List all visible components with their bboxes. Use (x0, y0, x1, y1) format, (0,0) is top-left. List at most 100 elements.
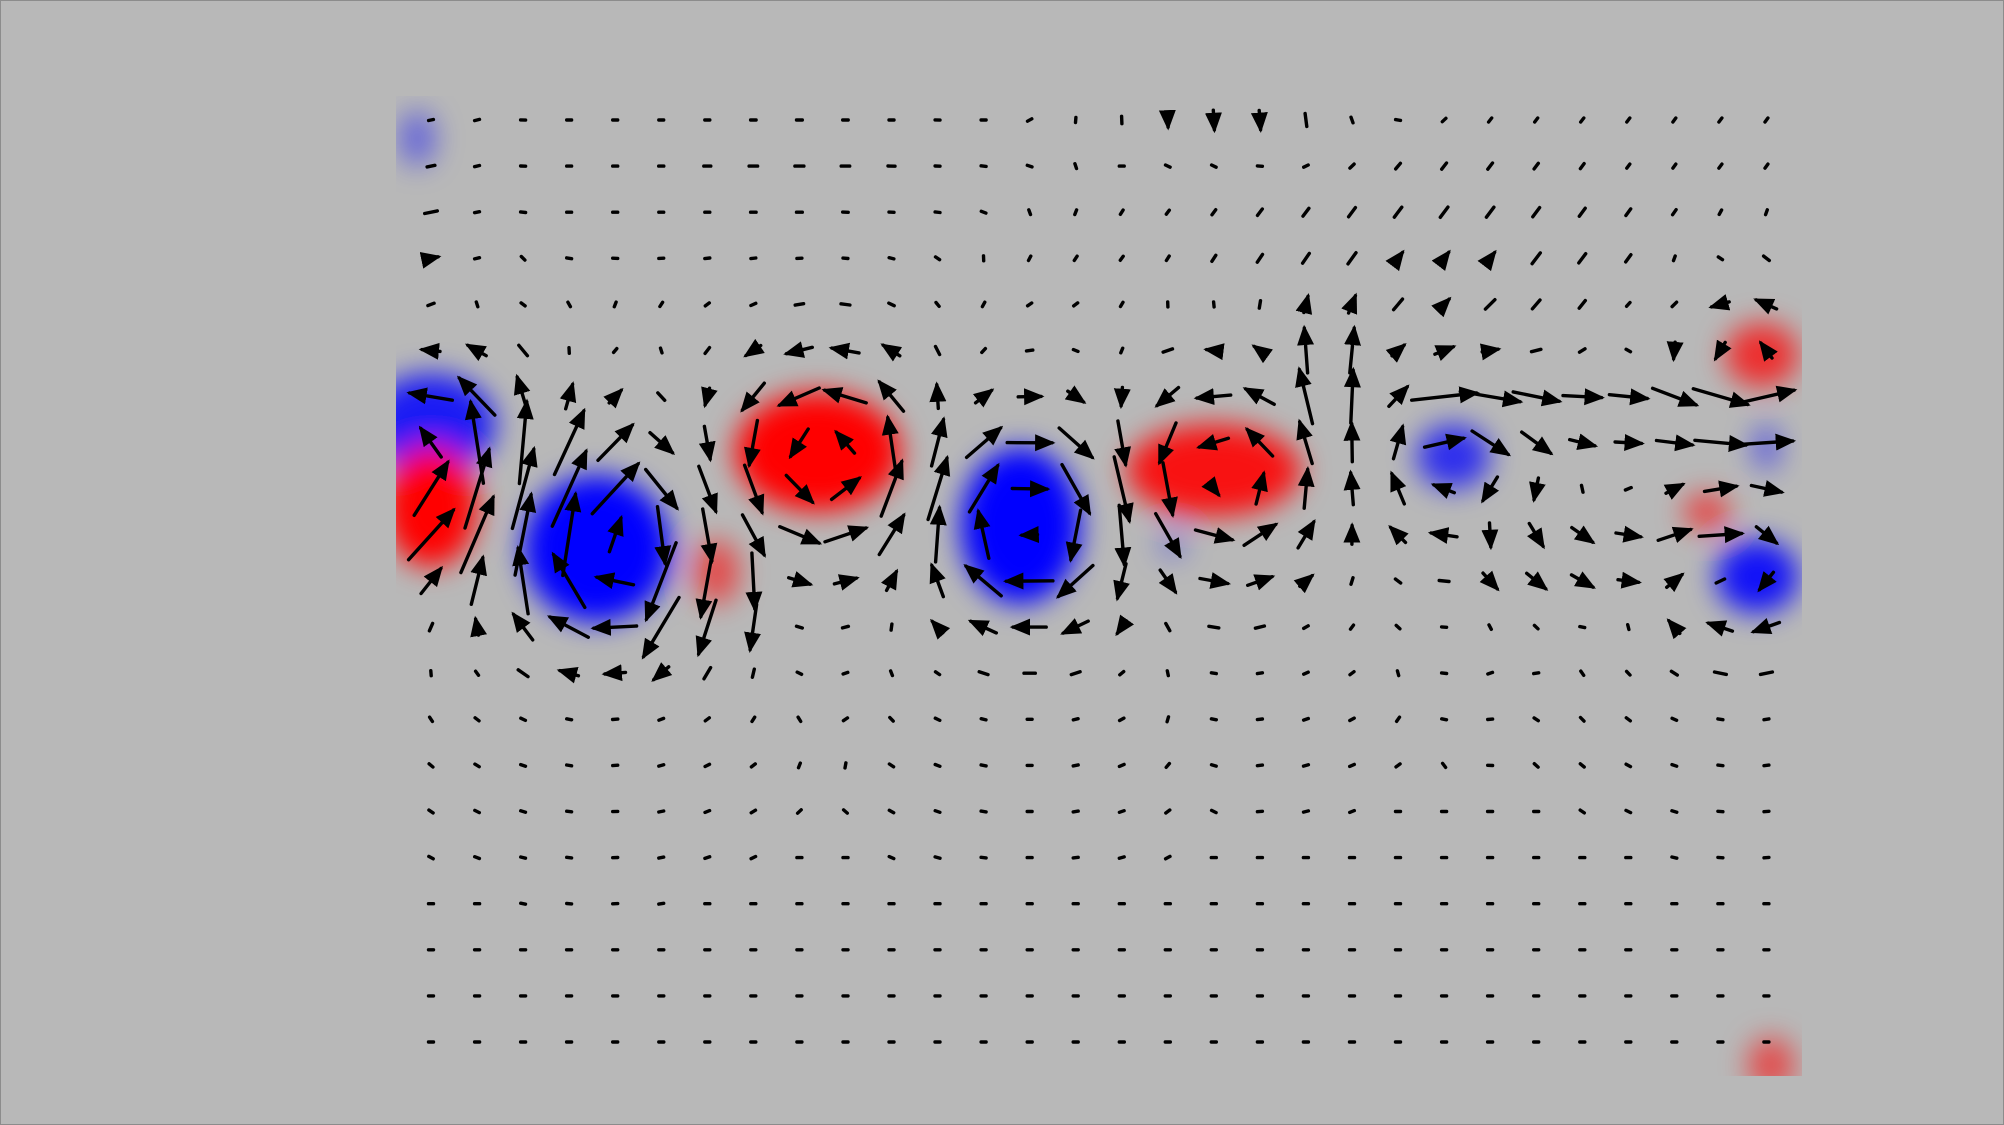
velocity-arrow (1693, 435, 1750, 452)
velocity-arrow (1762, 717, 1771, 722)
velocity-arrow (1625, 623, 1631, 632)
velocity-arrow (1164, 621, 1172, 633)
velocity-arrow (749, 808, 758, 815)
velocity-arrow (700, 507, 718, 565)
velocity-arrow (963, 564, 1003, 598)
velocity-arrow (1301, 763, 1311, 768)
velocity-arrow (1344, 324, 1361, 375)
velocity-arrow (1763, 116, 1770, 124)
velocity-arrow (1113, 385, 1131, 410)
velocity-arrow (1158, 109, 1176, 131)
velocity-arrow (1754, 525, 1780, 546)
velocity-arrow (1757, 570, 1777, 593)
negative-vorticity-region-11 (1752, 424, 1781, 471)
velocity-arrow (973, 508, 991, 560)
velocity-arrow (1529, 347, 1543, 354)
velocity-arrow (519, 809, 528, 814)
velocity-arrow (821, 387, 868, 405)
velocity-arrow (612, 300, 618, 309)
velocity-arrow (456, 375, 497, 417)
velocity-arrow (1624, 207, 1633, 218)
velocity-arrow (887, 256, 896, 261)
velocity-arrow (1303, 111, 1309, 129)
velocity-arrow (464, 398, 486, 485)
velocity-arrow (1483, 298, 1497, 311)
velocity-arrow (887, 808, 896, 815)
velocity-arrow (1296, 418, 1314, 466)
velocity-arrow (472, 163, 482, 169)
velocity-arrow (879, 458, 904, 518)
velocity-arrow (1027, 208, 1033, 217)
velocity-arrow (1255, 671, 1265, 676)
velocity-arrow (933, 809, 942, 814)
velocity-arrow (1161, 347, 1175, 354)
velocity-arrow (1394, 623, 1402, 631)
velocity-arrow (1025, 117, 1034, 123)
velocity-arrow (929, 416, 948, 468)
velocity-arrow (644, 467, 679, 511)
positive-vorticity-region-1 (396, 447, 477, 568)
velocity-arrow (1301, 206, 1311, 218)
velocity-arrow (427, 762, 435, 769)
velocity-arrow (510, 445, 538, 531)
velocity-arrow (1511, 389, 1563, 407)
velocity-arrow (1193, 527, 1236, 544)
velocity-arrow (1204, 108, 1222, 134)
velocity-arrow (1209, 808, 1218, 815)
velocity-arrow (1761, 254, 1772, 263)
velocity-arrow (565, 763, 574, 768)
velocity-arrow (929, 562, 946, 599)
velocity-arrow (1073, 161, 1079, 171)
velocity-arrow (1409, 386, 1480, 404)
velocity-arrow (1395, 669, 1401, 678)
velocity-arrow (1154, 385, 1181, 408)
velocity-arrow (1348, 716, 1356, 723)
velocity-arrow (1431, 249, 1451, 271)
velocity-arrow (967, 619, 998, 637)
velocity-arrow (1391, 297, 1405, 312)
velocity-arrow (566, 300, 573, 309)
velocity-arrow (1433, 345, 1457, 362)
velocity-arrow (1532, 716, 1541, 723)
velocity-arrow (406, 387, 454, 405)
velocity-arrow (1663, 482, 1686, 500)
velocity-arrow (550, 448, 588, 528)
velocity-arrow (657, 716, 666, 722)
velocity-arrow (551, 551, 587, 610)
velocity-arrow (1532, 762, 1540, 769)
velocity-arrow (1024, 348, 1035, 353)
velocity-arrow (1193, 388, 1233, 406)
velocity-arrow (703, 345, 712, 356)
velocity-arrow (427, 621, 435, 633)
velocity-arrow (701, 386, 718, 409)
velocity-arrow (419, 565, 444, 596)
velocity-arrow (1161, 461, 1178, 519)
velocity-arrow (1670, 716, 1679, 722)
velocity-arrow (419, 251, 442, 269)
velocity-arrow (795, 808, 803, 815)
velocity-arrow (796, 715, 803, 724)
velocity-arrow (784, 473, 815, 505)
velocity-arrow (1253, 624, 1267, 630)
velocity-arrow (742, 463, 765, 516)
velocity-arrow (470, 615, 487, 638)
velocity-arrow (1624, 300, 1632, 308)
velocity-arrow (1244, 426, 1275, 458)
velocity-arrow (1018, 526, 1040, 544)
velocity-arrow (1578, 808, 1587, 815)
velocity-arrow (473, 669, 481, 677)
velocity-arrow (1616, 571, 1642, 589)
velocity-arrow (841, 716, 850, 723)
velocity-arrow (1118, 254, 1125, 262)
velocity-arrow (1578, 715, 1586, 723)
velocity-arrow (1624, 762, 1633, 769)
velocity-arrow (1073, 208, 1079, 217)
velocity-arrow (607, 514, 624, 554)
velocity-arrow (1163, 854, 1172, 861)
velocity-arrow (1440, 761, 1448, 770)
velocity-arrow (1065, 508, 1083, 563)
velocity-arrow (565, 717, 574, 722)
velocity-arrow (1255, 252, 1265, 264)
velocity-arrow (1717, 162, 1724, 170)
velocity-arrow (1343, 420, 1361, 464)
